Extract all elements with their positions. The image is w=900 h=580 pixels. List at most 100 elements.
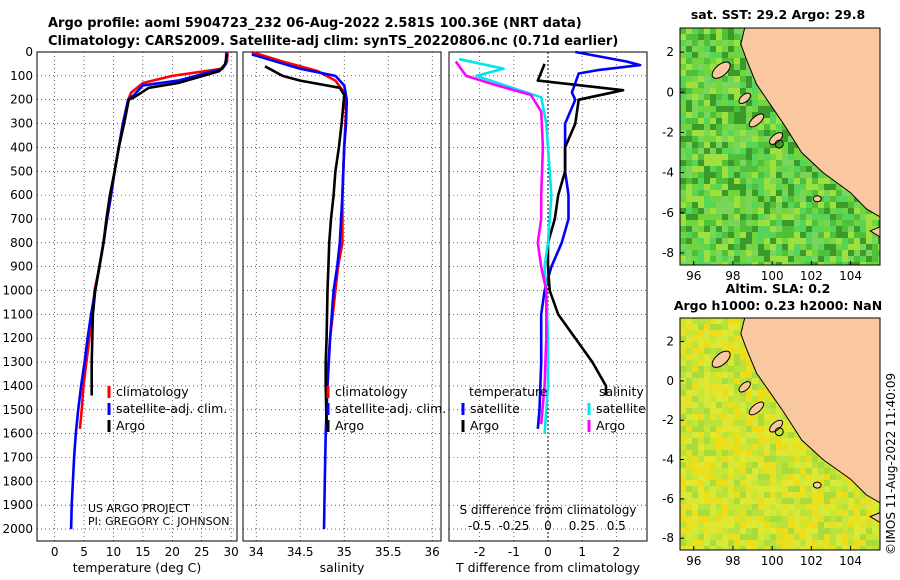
x-tick-label: 35.5 [375, 545, 402, 559]
map-cell [698, 142, 704, 148]
land-island [748, 113, 765, 128]
map-cell [710, 166, 716, 172]
map-cell [698, 166, 704, 172]
map-cell [872, 498, 878, 504]
map-cell [704, 492, 710, 498]
map-cell [722, 208, 728, 214]
map-cell [704, 522, 710, 528]
map-cell [764, 202, 770, 208]
map-cell [710, 384, 716, 390]
land-island [738, 381, 751, 393]
map-cell [710, 196, 716, 202]
map-cell [776, 438, 782, 444]
map-cell [698, 244, 704, 250]
map-cell [758, 438, 764, 444]
map-cell [686, 178, 692, 184]
map-frame [679, 317, 881, 551]
y-tick-label: -6 [662, 492, 674, 506]
map-cell [704, 142, 710, 148]
map-cell [770, 226, 776, 232]
map-cell [776, 456, 782, 462]
map-cell [878, 214, 880, 220]
map-cell [686, 40, 692, 46]
map-cell [728, 118, 734, 124]
map-cell [758, 106, 764, 112]
map-cell [818, 456, 824, 462]
map-cell [794, 432, 800, 438]
map-cell [854, 522, 860, 528]
map-cell [686, 330, 692, 336]
map-cell [860, 528, 866, 534]
map-cell [692, 396, 698, 402]
map-cell [680, 390, 686, 396]
map-cell [746, 124, 752, 130]
map-cell [686, 184, 692, 190]
map-cell [722, 510, 728, 516]
map-cell [686, 172, 692, 178]
map-cell [680, 88, 686, 94]
map-cell [710, 438, 716, 444]
map-cell [764, 214, 770, 220]
map-cell [752, 154, 758, 160]
map-cell [704, 330, 710, 336]
map-cell [746, 432, 752, 438]
map-cell [704, 516, 710, 522]
map-cell [746, 184, 752, 190]
map-cell [770, 462, 776, 468]
map-cell [806, 256, 812, 262]
map-cell [860, 256, 866, 262]
map-cell [740, 432, 746, 438]
map-cell [830, 516, 836, 522]
map-cell [704, 426, 710, 432]
map-cell [710, 184, 716, 190]
map-cell [728, 342, 734, 348]
map-cell [776, 480, 782, 486]
map-cell [812, 178, 818, 184]
map-cell [722, 178, 728, 184]
map-cell [878, 528, 880, 534]
map-cell [740, 366, 746, 372]
map-cell [734, 76, 740, 82]
map-cell [860, 214, 866, 220]
map-cell [722, 124, 728, 130]
map-cell [818, 208, 824, 214]
land-island [769, 419, 784, 433]
map-cell [704, 354, 710, 360]
map-cell [710, 378, 716, 384]
map-cell [752, 166, 758, 172]
map-cell [734, 420, 740, 426]
map-cell [794, 456, 800, 462]
map-cell [872, 244, 878, 250]
map-cell [680, 534, 686, 540]
map-cell [740, 226, 746, 232]
map-cell [872, 510, 878, 516]
map-cell [752, 208, 758, 214]
map-cell [770, 130, 776, 136]
map-cell [758, 408, 764, 414]
map-cell [752, 438, 758, 444]
map-cell [710, 46, 716, 52]
map-cell [722, 226, 728, 232]
map-cell [788, 202, 794, 208]
map-cell [680, 330, 686, 336]
map-cell [698, 256, 704, 262]
map-cell [740, 468, 746, 474]
map-cell [698, 40, 704, 46]
map-cell [878, 540, 880, 546]
map-cell [758, 396, 764, 402]
map-cell [710, 94, 716, 100]
y-tick-label: 100 [10, 69, 33, 83]
map-cell [842, 196, 848, 202]
map-cell [722, 414, 728, 420]
map-cell [680, 420, 686, 426]
legend-label: satellite-adj. clim. [335, 401, 446, 416]
map-cell [698, 214, 704, 220]
map-cell [746, 444, 752, 450]
map-cell [680, 444, 686, 450]
map-cell [686, 402, 692, 408]
map-cell [764, 516, 770, 522]
map-cell [686, 136, 692, 142]
map-cell [818, 202, 824, 208]
map-cell [722, 498, 728, 504]
map-cell [800, 250, 806, 256]
